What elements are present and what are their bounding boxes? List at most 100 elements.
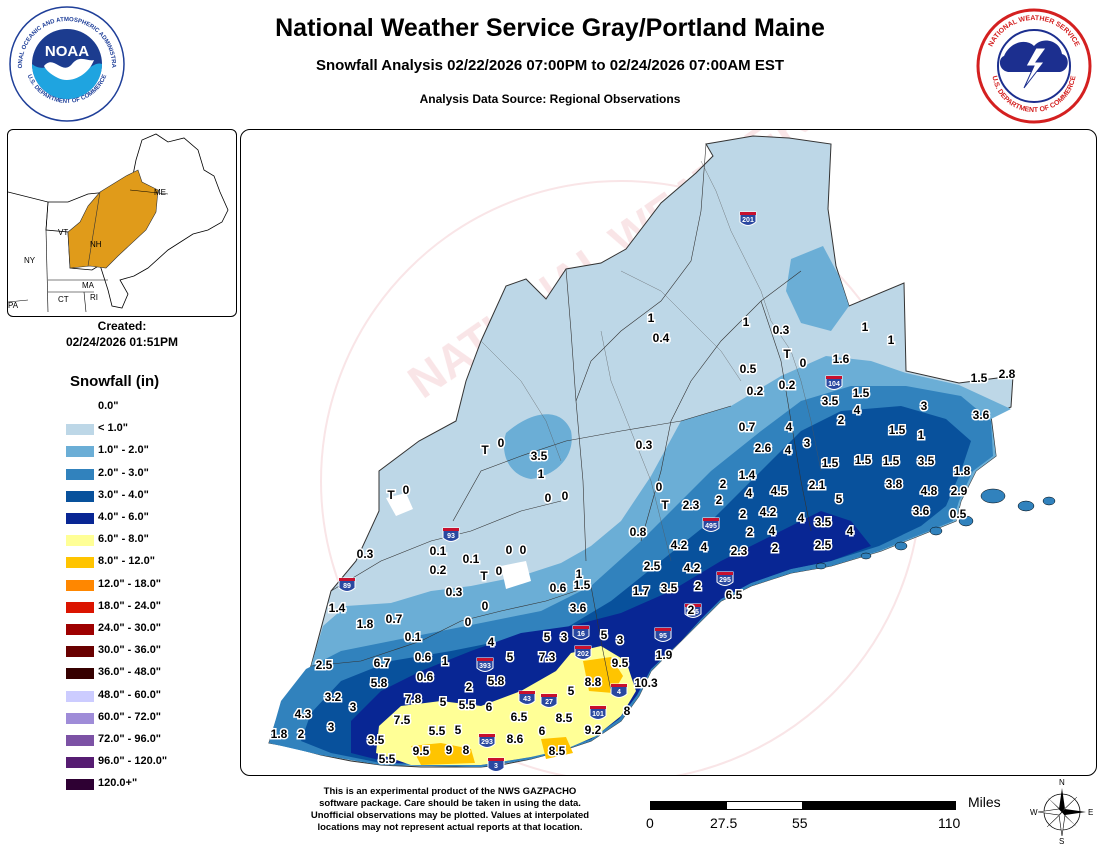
interstate-shield-icon: 3: [487, 757, 505, 772]
inset-label-me: ME: [154, 188, 166, 197]
snowfall-observation: 3.6: [570, 601, 587, 615]
snowfall-observation: 5: [440, 695, 447, 709]
snowfall-observation: 4: [701, 540, 708, 554]
snowfall-observation: 2.8: [999, 367, 1016, 381]
scale-unit: Miles: [968, 794, 1001, 810]
snowfall-observation: 0: [800, 356, 807, 370]
legend-item: 12.0" - 18.0": [64, 575, 224, 597]
scale-tick-3: 110: [938, 815, 961, 831]
legend-item: 6.0" - 8.0": [64, 530, 224, 552]
legend-label: 18.0" - 24.0": [98, 599, 162, 612]
interstate-shield-label: 101: [592, 711, 604, 718]
interstate-shield-icon: 95: [654, 627, 672, 642]
snowfall-observation: 0.8: [630, 525, 647, 539]
interstate-shield-icon: 27: [540, 693, 558, 708]
analysis-period: Snowfall Analysis 02/22/2026 07:00PM to …: [315, 57, 785, 74]
snowfall-observation: 6.7: [374, 656, 391, 670]
snow-8-12in-b: [411, 743, 475, 765]
legend-swatch: [66, 757, 94, 769]
nws-logo: NATIONAL WEATHER SERVICE U.S. DEPARTMENT…: [976, 8, 1092, 124]
snowfall-observation: 1.5: [855, 453, 872, 467]
snowfall-observation: 2: [720, 477, 727, 491]
snowfall-observation: 9.5: [612, 656, 629, 670]
snowfall-observation: 8.5: [556, 711, 573, 725]
legend-swatch: [66, 579, 94, 591]
compass-w: W: [1030, 808, 1038, 817]
legend-label: 30.0" - 36.0": [98, 644, 162, 657]
created-value: 02/24/2026 01:51PM: [65, 335, 179, 349]
snow-1-2in-ne: [786, 246, 849, 331]
disclaimer: This is an experimental product of the N…: [280, 786, 620, 834]
inset-label-ma: MA: [82, 281, 95, 290]
snowfall-observation: 2: [838, 413, 845, 427]
snowfall-observation: 5: [455, 723, 462, 737]
interstate-shield-label: 95: [659, 633, 667, 640]
snowfall-observation: 8.8: [585, 675, 602, 689]
snowfall-observation: 1.8: [357, 617, 374, 631]
snowfall-observation: 4: [769, 524, 776, 538]
snowfall-observation: 5: [544, 630, 551, 644]
snowfall-observation: 8: [624, 704, 631, 718]
snowfall-observation: 0.3: [773, 323, 790, 337]
snowfall-observation: 7.5: [394, 713, 411, 727]
snowfall-observation: 1: [538, 467, 545, 481]
snowfall-observation: 3.8: [886, 477, 903, 491]
snowfall-observation: 2: [688, 603, 695, 617]
snowfall-observation: 4.8: [921, 484, 938, 498]
snowfall-observation: 1.6: [833, 352, 850, 366]
legend-item: 96.0" - 120.0": [64, 752, 224, 774]
legend-swatch: [66, 712, 94, 724]
page-title: National Weather Service Gray/Portland M…: [275, 14, 825, 42]
interstate-shield-label: 3: [494, 763, 498, 770]
snowfall-observation: T: [387, 488, 395, 502]
snowfall-observation: T: [783, 347, 791, 361]
forecast-area-highlight: [67, 169, 159, 269]
snowfall-observation: 8.5: [549, 744, 566, 758]
snowfall-observation: 1.8: [271, 727, 288, 741]
legend-item: 3.0" - 4.0": [64, 486, 224, 508]
legend-item: 36.0" - 48.0": [64, 663, 224, 685]
compass-rose-icon: N S E W: [1030, 778, 1093, 845]
snowfall-observation: 6: [539, 724, 546, 738]
created-stamp: Created: 02/24/2026 01:51PM: [8, 318, 236, 350]
snow-zero-b: [501, 561, 531, 589]
legend-swatch: [66, 513, 94, 524]
scale-tick-2: 55: [792, 815, 808, 831]
interstate-shield-icon: 43: [518, 690, 536, 705]
scale-tick-1: 27.5: [710, 815, 738, 831]
snowfall-observation: 0.5: [740, 362, 757, 376]
snowfall-observation: 5: [507, 650, 514, 664]
snowfall-observation: T: [480, 569, 488, 583]
snowfall-observation: 4: [488, 635, 495, 649]
locator-inset-map: ME VT NH NY MA CT RI PA: [7, 129, 237, 317]
snowfall-observation: 7.8: [405, 692, 422, 706]
snowfall-observation: 5.5: [459, 698, 476, 712]
snowfall-observation: 1.7: [633, 584, 650, 598]
snowfall-observation: 1.5: [883, 454, 900, 468]
scale-segment-3: [802, 801, 956, 810]
inset-label-vt: VT: [58, 228, 68, 237]
legend-item: 72.0" - 96.0": [64, 730, 224, 752]
snowfall-map-panel: NATIONAL WEATHER SERVICE U.S. DEPARTMENT…: [240, 129, 1097, 776]
legend-item: 120.0+": [64, 774, 224, 796]
snowfall-observation: 1: [743, 315, 750, 329]
snowfall-observation: 2.5: [644, 559, 661, 573]
legend-swatch: [66, 424, 94, 436]
interstate-shield-icon: 195: [684, 603, 702, 618]
inset-label-nh: NH: [90, 240, 102, 249]
snowfall-observation: 0: [482, 599, 489, 613]
legend-item: < 1.0": [64, 419, 224, 441]
legend-label: 72.0" - 96.0": [98, 733, 162, 745]
compass-s: S: [1059, 837, 1064, 845]
legend-item: 1.0" - 2.0": [64, 441, 224, 463]
snowfall-observation: 0.2: [747, 384, 764, 398]
legend-label: 6.0" - 8.0": [98, 533, 149, 546]
snowfall-observation: 1.5: [574, 578, 591, 592]
snow-8-12in-c: [541, 737, 573, 759]
legend-item: 2.0" - 3.0": [64, 464, 224, 486]
noaa-logo-text: NOAA: [45, 43, 89, 60]
snowfall-observation: 1.4: [329, 601, 346, 615]
snowfall-observation: 3.6: [913, 504, 930, 518]
snowfall-observation: 4.3: [295, 707, 312, 721]
